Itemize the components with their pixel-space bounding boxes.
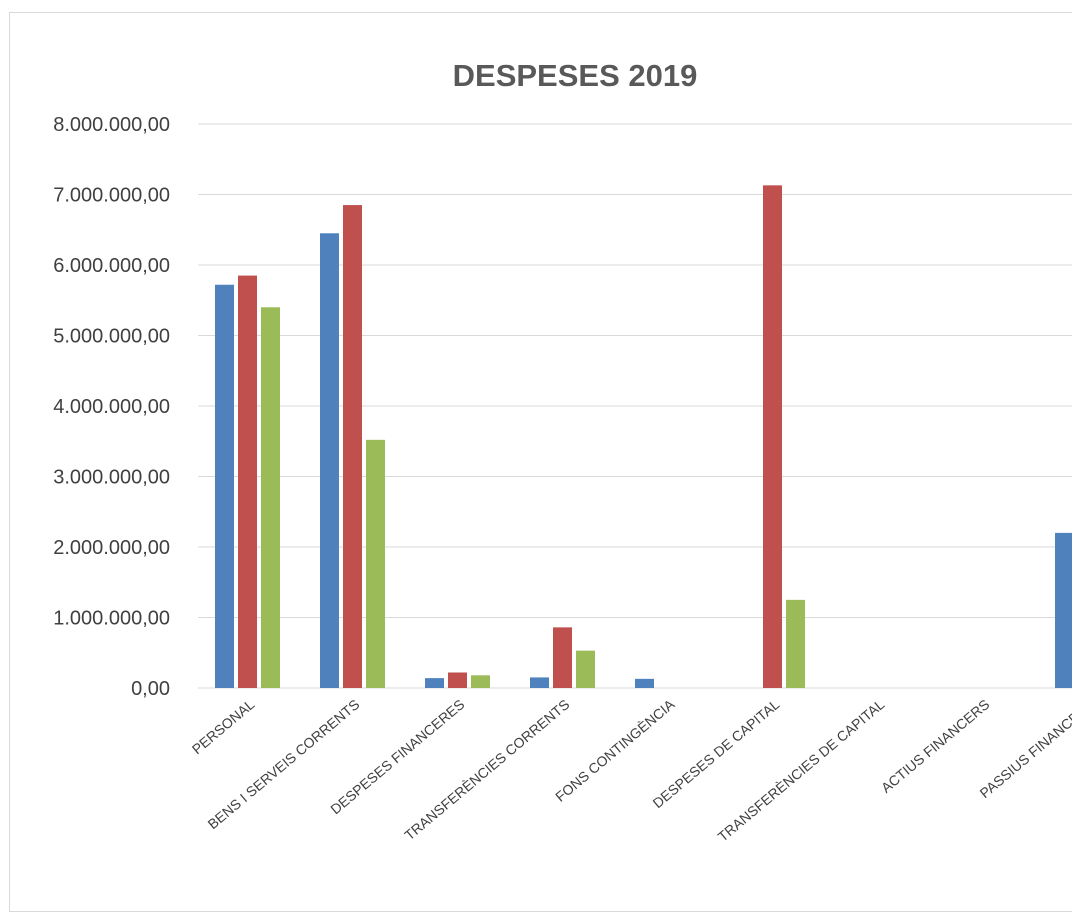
bar: [635, 678, 654, 688]
x-tick-label: FONS CONTINGÈNCIA: [552, 696, 678, 805]
y-tick-label: 0,00: [131, 678, 170, 700]
x-tick-label: PERSONAL: [189, 696, 258, 757]
x-tick-label: PASSIUS FINANCERS: [976, 696, 1072, 801]
bar: [261, 307, 280, 688]
bar: [448, 672, 467, 688]
bar: [471, 675, 490, 688]
bar: [576, 650, 595, 688]
x-tick-label: ACTIUS FINANCERS: [878, 696, 993, 796]
bar: [320, 233, 339, 688]
y-tick-label: 8.000.000,00: [53, 114, 170, 136]
bar: [343, 205, 362, 688]
bar: [786, 599, 805, 688]
x-tick-label: TRANSFERÈNCIES DE CAPITAL: [715, 696, 888, 845]
y-tick-label: 5.000.000,00: [53, 326, 170, 348]
y-tick-label: 2.000.000,00: [53, 537, 170, 559]
bar: [553, 627, 572, 688]
y-tick-label: 6.000.000,00: [53, 255, 170, 277]
y-tick-label: 7.000.000,00: [53, 185, 170, 207]
bar: [238, 275, 257, 688]
chart-frame: [9, 12, 1072, 912]
bar: [215, 284, 234, 688]
y-tick-label: 1.000.000,00: [53, 608, 170, 630]
bar: [425, 678, 444, 688]
y-tick-label: 4.000.000,00: [53, 396, 170, 418]
chart-title: DESPESES 2019: [452, 58, 698, 93]
bar: [530, 677, 549, 688]
bar: [1055, 532, 1072, 688]
bar: [366, 439, 385, 688]
y-tick-label: 3.000.000,00: [53, 467, 170, 489]
bar: [763, 185, 782, 688]
x-tick-label: TRANSFERÈNCIES CORRENTS: [401, 696, 572, 843]
